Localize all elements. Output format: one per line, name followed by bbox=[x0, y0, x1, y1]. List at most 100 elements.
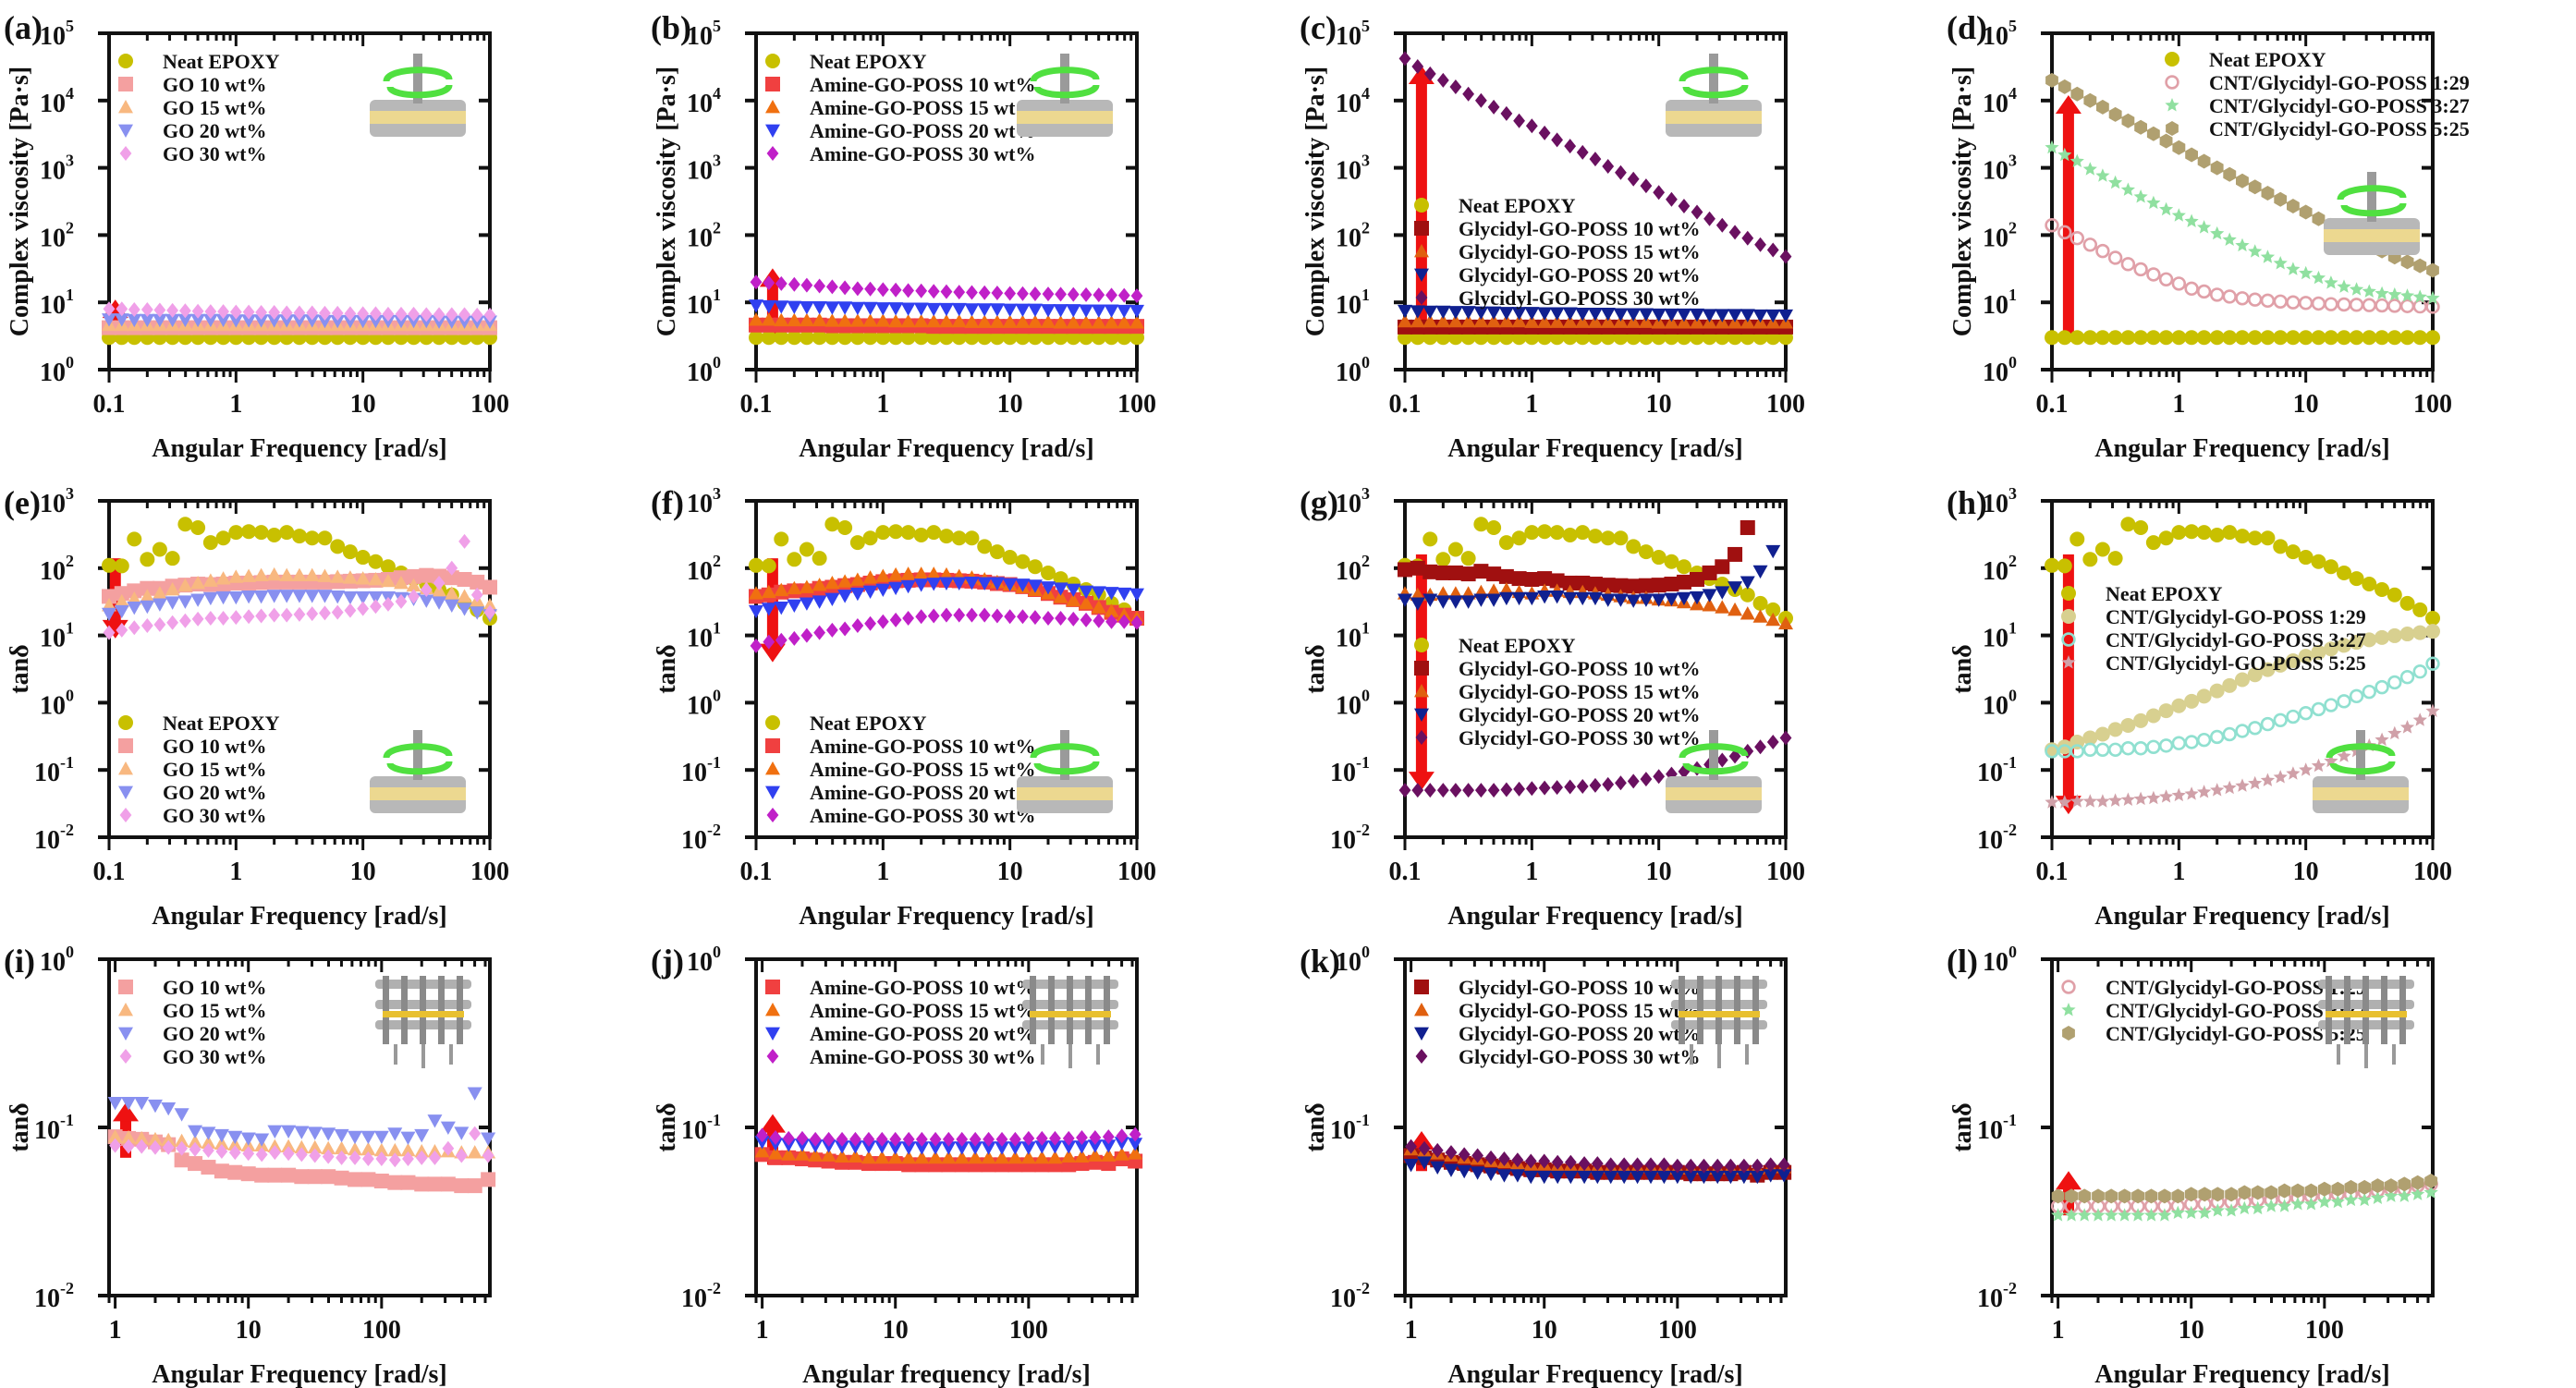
data-point bbox=[1053, 330, 1068, 346]
x-tick-label: 1 bbox=[2052, 1316, 2065, 1345]
data-point bbox=[2375, 629, 2390, 645]
data-point bbox=[837, 574, 853, 588]
data-point bbox=[228, 569, 244, 583]
data-point bbox=[2133, 262, 2148, 277]
data-point bbox=[2337, 565, 2352, 580]
data-point bbox=[2235, 237, 2250, 252]
data-point bbox=[1538, 125, 1551, 140]
data-point bbox=[1562, 314, 1578, 328]
y-tick-exponent: 0 bbox=[2008, 353, 2017, 371]
data-point bbox=[1500, 782, 1513, 797]
legend-marker bbox=[1414, 1027, 1429, 1041]
legend-marker bbox=[2061, 1003, 2076, 1017]
data-point bbox=[1458, 1147, 1471, 1163]
data-point bbox=[165, 313, 180, 328]
data-point bbox=[2264, 1199, 2278, 1212]
y-tick-exponent: 1 bbox=[1361, 286, 1370, 304]
data-point bbox=[457, 315, 472, 329]
data-point bbox=[177, 313, 193, 328]
data-point bbox=[2387, 587, 2402, 603]
parallel-plate-rheometer-icon bbox=[370, 54, 466, 137]
x-tick-label: 1 bbox=[229, 390, 242, 419]
data-point bbox=[1711, 1158, 1724, 1174]
data-point bbox=[1129, 304, 1144, 319]
data-point bbox=[926, 566, 942, 580]
data-point bbox=[395, 306, 408, 322]
legend-marker bbox=[766, 808, 779, 822]
data-point bbox=[228, 1145, 241, 1161]
data-point bbox=[1728, 546, 1743, 562]
fixture-leg bbox=[421, 1044, 425, 1068]
data-point bbox=[2146, 790, 2161, 805]
legend-marker bbox=[2061, 655, 2076, 669]
y-axis-label: tanδ bbox=[1301, 1102, 1330, 1151]
x-tick-label: 100 bbox=[1009, 1316, 1048, 1345]
data-point bbox=[241, 590, 257, 604]
data-point bbox=[321, 1169, 336, 1185]
data-point bbox=[1605, 1157, 1618, 1173]
data-point bbox=[2277, 1183, 2291, 1199]
legend-marker bbox=[118, 715, 133, 730]
data-point bbox=[1577, 1170, 1593, 1185]
y-tick-label: 10-2 bbox=[34, 821, 74, 855]
fixture-leg bbox=[394, 1044, 397, 1065]
rotation-arrow-icon bbox=[1030, 743, 1100, 760]
data-point bbox=[913, 528, 929, 543]
data-point bbox=[809, 1131, 822, 1147]
x-tick-label: 1 bbox=[109, 1316, 122, 1345]
data-point bbox=[190, 313, 206, 328]
legend-marker bbox=[118, 1027, 133, 1041]
data-point bbox=[140, 589, 155, 603]
data-point bbox=[2082, 237, 2098, 252]
data-point bbox=[161, 1102, 177, 1116]
data-point bbox=[2324, 698, 2338, 712]
data-point bbox=[1765, 612, 1781, 627]
data-point bbox=[294, 1169, 310, 1185]
data-point bbox=[1002, 303, 1018, 318]
legend-label: Neat EPOXY bbox=[2106, 582, 2223, 605]
data-point bbox=[1114, 1147, 1129, 1161]
data-point bbox=[862, 313, 878, 327]
y-tick-exponent: 1 bbox=[2008, 619, 2017, 638]
data-point bbox=[444, 599, 459, 614]
legend-item: Neat EPOXY bbox=[2061, 582, 2223, 605]
data-point bbox=[102, 557, 116, 573]
y-tick-exponent: -2 bbox=[60, 1279, 74, 1297]
data-point bbox=[1524, 1153, 1537, 1169]
data-point bbox=[1715, 600, 1730, 614]
data-point bbox=[969, 1131, 982, 1147]
y-tick-label: 100 bbox=[1336, 353, 1370, 387]
parallel-plate-rheometer-icon bbox=[370, 730, 466, 813]
legend-marker bbox=[118, 785, 133, 799]
data-point bbox=[414, 1176, 430, 1192]
legend-item: Neat EPOXY bbox=[1414, 194, 1576, 217]
data-point bbox=[254, 1167, 270, 1183]
data-point bbox=[1725, 1158, 1737, 1174]
y-tick-label: 10-2 bbox=[1330, 821, 1370, 855]
legend-item: Amine-GO-POSS 10 wt% bbox=[765, 976, 1035, 999]
data-point bbox=[2184, 1205, 2199, 1219]
data-point bbox=[2290, 1197, 2305, 1211]
data-point bbox=[331, 604, 344, 620]
x-axis-label: Angular Frequency [rad/s] bbox=[799, 434, 1093, 463]
data-point bbox=[240, 1132, 256, 1146]
data-point bbox=[1538, 1153, 1551, 1169]
data-point bbox=[1015, 578, 1031, 592]
data-point bbox=[1091, 315, 1106, 329]
fixture-post bbox=[2326, 976, 2332, 1044]
data-point bbox=[1536, 1170, 1552, 1185]
data-point bbox=[2108, 793, 2123, 807]
y-axis-label: Complex viscosity [Pa·s] bbox=[653, 67, 681, 336]
x-tick-label: 0.1 bbox=[93, 390, 126, 419]
y-axis-label: tanδ bbox=[6, 1102, 34, 1151]
legend-marker bbox=[2062, 1026, 2075, 1041]
data-point bbox=[2413, 258, 2427, 274]
data-point bbox=[1041, 314, 1056, 328]
data-point bbox=[2105, 1188, 2118, 1204]
panel-label: (g) bbox=[1300, 484, 1338, 521]
data-point bbox=[280, 607, 293, 623]
legend-marker bbox=[1414, 198, 1429, 213]
plate-shaft bbox=[2367, 172, 2376, 222]
